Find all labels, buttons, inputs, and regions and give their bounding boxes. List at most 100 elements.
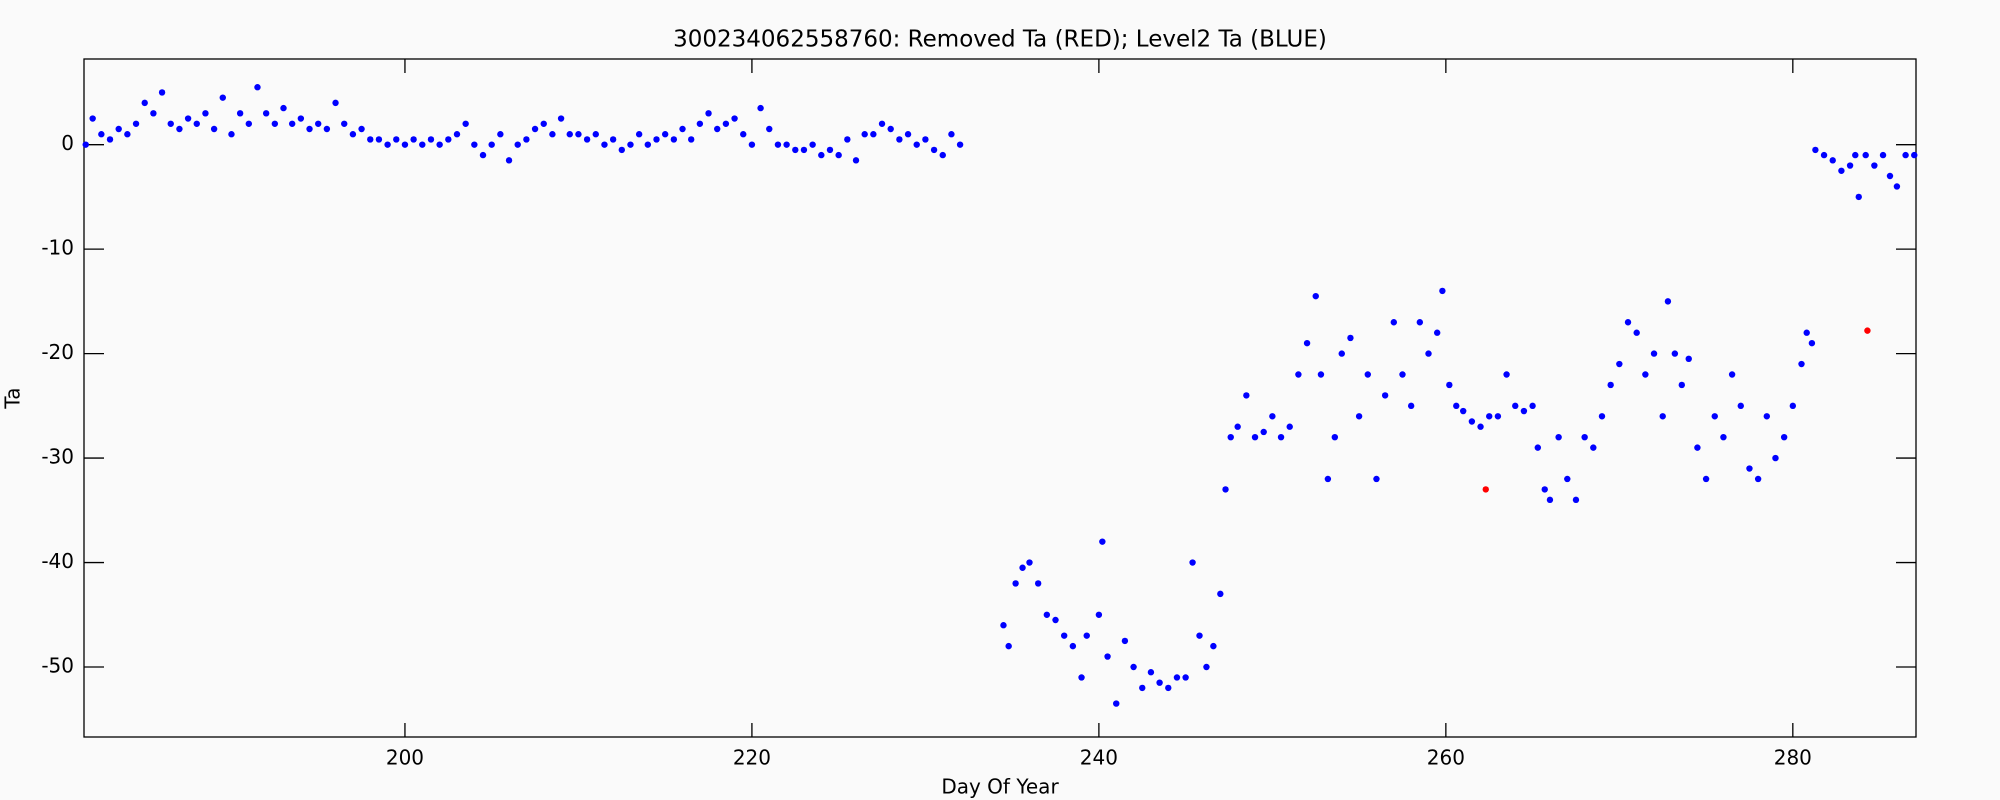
data-point: [1616, 360, 1623, 368]
data-point: [1303, 339, 1311, 347]
data-point: [714, 125, 721, 133]
data-point: [193, 120, 200, 127]
data-point: [1196, 632, 1203, 639]
data-point: [514, 141, 521, 148]
y-tick-label: -50: [41, 654, 74, 678]
data-point: [1104, 653, 1111, 660]
data-point: [1572, 496, 1580, 504]
data-point: [471, 141, 478, 148]
data-point: [1005, 642, 1012, 650]
data-point: [1338, 350, 1345, 357]
data-point: [1911, 151, 1918, 159]
data-point: [705, 110, 712, 117]
x-tick-label: 260: [1427, 746, 1465, 770]
data-point: [323, 125, 331, 133]
data-point: [670, 136, 678, 143]
data-point: [1694, 444, 1701, 451]
data-point: [1671, 350, 1679, 357]
data-point: [1139, 684, 1146, 692]
data-point: [1034, 580, 1042, 587]
data-point: [1234, 423, 1241, 430]
data-point: [687, 136, 695, 143]
data-point: [1060, 632, 1068, 639]
data-point: [1886, 172, 1894, 180]
data-point: [1439, 287, 1446, 295]
data-point: [1633, 329, 1640, 336]
data-point: [1772, 454, 1779, 462]
data-point: [1331, 433, 1339, 441]
data-point: [800, 146, 808, 154]
data-point: [1838, 167, 1845, 174]
data-point: [280, 104, 287, 112]
data-point: [297, 115, 305, 122]
data-point: [1083, 632, 1090, 639]
data-point: [1820, 151, 1828, 159]
data-point: [445, 136, 452, 143]
data-point: [1373, 475, 1380, 483]
data-point: [887, 125, 894, 133]
data-point: [740, 131, 747, 138]
data-point: [1347, 334, 1354, 342]
y-axis-label: Ta: [1, 387, 25, 409]
data-point: [1555, 433, 1562, 441]
data-point: [783, 141, 790, 148]
y-tick-label: -40: [41, 549, 74, 573]
data-point: [1012, 580, 1019, 587]
data-point: [1260, 428, 1267, 436]
data-point: [453, 131, 461, 138]
data-point: [557, 115, 565, 122]
data-point: [1203, 663, 1210, 671]
data-point: [835, 151, 842, 159]
data-point: [852, 157, 860, 164]
data-point: [245, 120, 253, 127]
data-point: [1130, 663, 1137, 671]
data-point: [757, 104, 764, 112]
data-point: [696, 120, 704, 127]
data-point: [1664, 298, 1672, 305]
data-point: [748, 141, 756, 148]
data-point: [1852, 151, 1859, 159]
data-point: [1607, 381, 1614, 389]
data-point: [1728, 371, 1736, 378]
data-point: [262, 110, 270, 117]
data-point: [870, 131, 877, 138]
data-point: [1846, 162, 1854, 169]
data-point: [1829, 157, 1836, 164]
data-point: [124, 131, 131, 138]
data-point: [904, 131, 912, 138]
data-point: [349, 131, 357, 138]
data-point: [627, 141, 634, 148]
data-point: [1407, 402, 1415, 410]
data-point: [150, 110, 157, 117]
data-point: [1711, 413, 1718, 420]
data-point: [1099, 538, 1106, 545]
data-point: [1808, 339, 1816, 347]
data-point: [1581, 433, 1588, 441]
data-point: [254, 84, 261, 91]
data-point: [1564, 475, 1571, 483]
data-point: [1277, 433, 1285, 441]
data-point: [1541, 486, 1548, 493]
data-point: [818, 151, 825, 159]
data-point: [1453, 402, 1460, 410]
data-point: [1156, 679, 1163, 686]
data-point: [1678, 381, 1685, 389]
data-point: [1746, 465, 1753, 472]
data-point: [219, 94, 226, 101]
data-point: [1798, 360, 1805, 368]
data-point: [1312, 292, 1319, 300]
data-point: [497, 131, 504, 138]
data-point: [575, 131, 582, 138]
data-point: [1546, 496, 1554, 504]
data-point: [1754, 475, 1762, 483]
data-point: [1477, 423, 1484, 430]
data-point: [896, 136, 903, 143]
data-point: [618, 146, 626, 154]
data-point: [1590, 444, 1597, 451]
data-point: [1460, 407, 1467, 415]
data-point: [141, 99, 148, 107]
data-point: [930, 146, 938, 154]
data-point: [1078, 674, 1085, 681]
data-point: [1685, 355, 1692, 363]
